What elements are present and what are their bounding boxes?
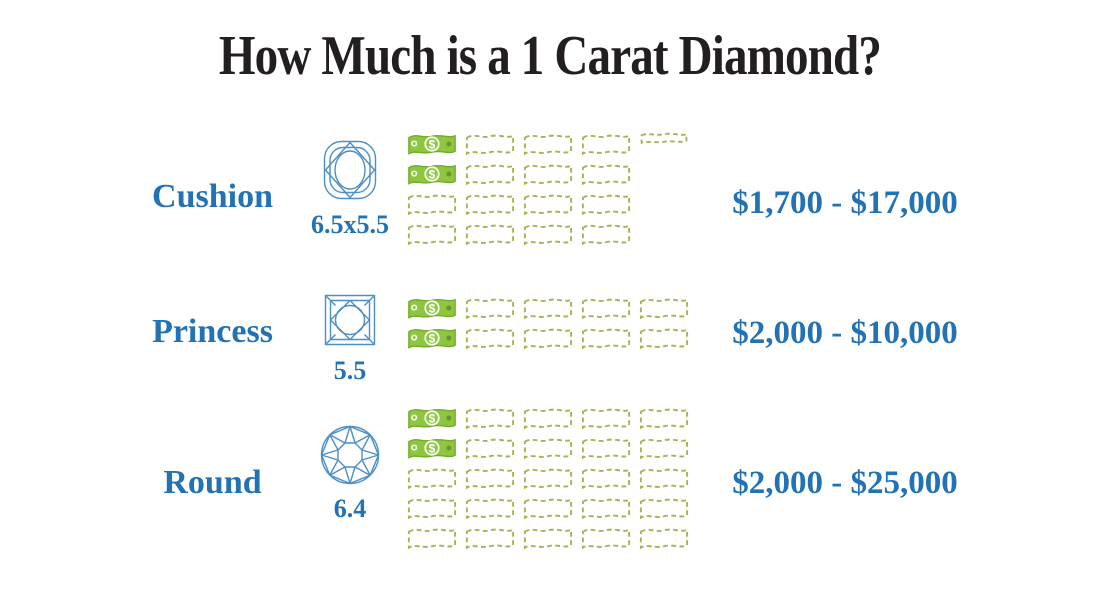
round-icon-block: 6.4 [305, 424, 395, 524]
money-bill-dashed-icon [522, 465, 574, 492]
money-bill-dashed-icon [580, 435, 632, 462]
money-bill-dashed-icon [464, 465, 516, 492]
money-bill-dashed-icon [522, 435, 574, 462]
money-bill-dashed-icon [522, 131, 574, 158]
money-bill-dashed-icon [464, 495, 516, 522]
money-bill-dashed-icon [406, 465, 458, 492]
money-bill-dashed-icon [406, 495, 458, 522]
page-title: How Much is a 1 Carat Diamond? [218, 25, 882, 87]
money-bill-dashed-icon [580, 191, 632, 218]
money-bill-filled-icon [406, 295, 458, 322]
money-bill-dashed-icon [522, 221, 574, 248]
money-bill-dashed-icon [464, 525, 516, 552]
princess-diamond-icon [324, 294, 376, 346]
money-bill-dashed-icon [522, 325, 574, 352]
money-bill-dashed-icon [638, 325, 690, 352]
price-range-cushion: $1,700 - $17,000 [732, 185, 958, 221]
price-range-round: $2,000 - $25,000 [732, 465, 958, 501]
money-bill-dashed-icon [464, 221, 516, 248]
money-bill-dashed-icon [464, 191, 516, 218]
money-bill-dashed-icon [580, 221, 632, 248]
money-bill-dashed-icon [638, 405, 690, 432]
money-bill-dashed-icon [464, 295, 516, 322]
shape-label-round: Round [163, 464, 262, 501]
money-bill-dashed-icon [464, 131, 516, 158]
cushion-diamond-icon [323, 140, 377, 200]
money-bill-filled-icon [406, 325, 458, 352]
cushion-icon-block: 6.5x5.5 [305, 138, 395, 240]
bill-grid-round [406, 405, 690, 555]
shape-label-princess: Princess [152, 313, 273, 350]
princess-icon-block: 5.5 [305, 292, 395, 386]
money-bill-dashed-icon [580, 495, 632, 522]
money-bill-filled-icon [406, 405, 458, 432]
round-diamond-icon [320, 425, 380, 485]
money-bill-dashed-icon [522, 525, 574, 552]
money-bill-dashed-icon [580, 465, 632, 492]
shape-label-cushion: Cushion [152, 178, 273, 215]
money-bill-filled-icon [406, 131, 458, 158]
money-bill-dashed-icon [406, 525, 458, 552]
money-bill-dashed-icon [464, 325, 516, 352]
money-bill-dashed-icon [522, 161, 574, 188]
money-bill-dashed-icon [638, 465, 690, 492]
money-bill-partial-icon [638, 131, 690, 145]
money-bill-dashed-icon [464, 161, 516, 188]
money-bill-dashed-icon [580, 525, 632, 552]
money-bill-dashed-icon [580, 131, 632, 158]
size-label-round: 6.4 [333, 494, 367, 523]
money-bill-dashed-icon [522, 191, 574, 218]
money-bill-dashed-icon [522, 405, 574, 432]
money-bill-filled-icon [406, 435, 458, 462]
money-bill-dashed-icon [406, 221, 458, 248]
money-bill-filled-icon [406, 161, 458, 188]
money-bill-dashed-icon [638, 495, 690, 522]
money-bill-dashed-icon [638, 295, 690, 322]
money-bill-dashed-icon [580, 295, 632, 322]
money-bill-dashed-icon [464, 405, 516, 432]
price-range-princess: $2,000 - $10,000 [732, 315, 958, 351]
money-bill-dashed-icon [580, 325, 632, 352]
size-label-princess: 5.5 [333, 356, 367, 385]
money-bill-dashed-icon [638, 435, 690, 462]
money-bill-dashed-icon [464, 435, 516, 462]
money-bill-dashed-icon [580, 405, 632, 432]
bill-grid-princess [406, 295, 690, 355]
money-bill-dashed-icon [522, 495, 574, 522]
money-bill-dashed-icon [638, 525, 690, 552]
bill-grid-cushion [406, 131, 690, 251]
money-bill-dashed-icon [406, 191, 458, 218]
money-bill-dashed-icon [580, 161, 632, 188]
size-label-cushion: 6.5x5.5 [311, 210, 389, 239]
money-bill-dashed-icon [522, 295, 574, 322]
